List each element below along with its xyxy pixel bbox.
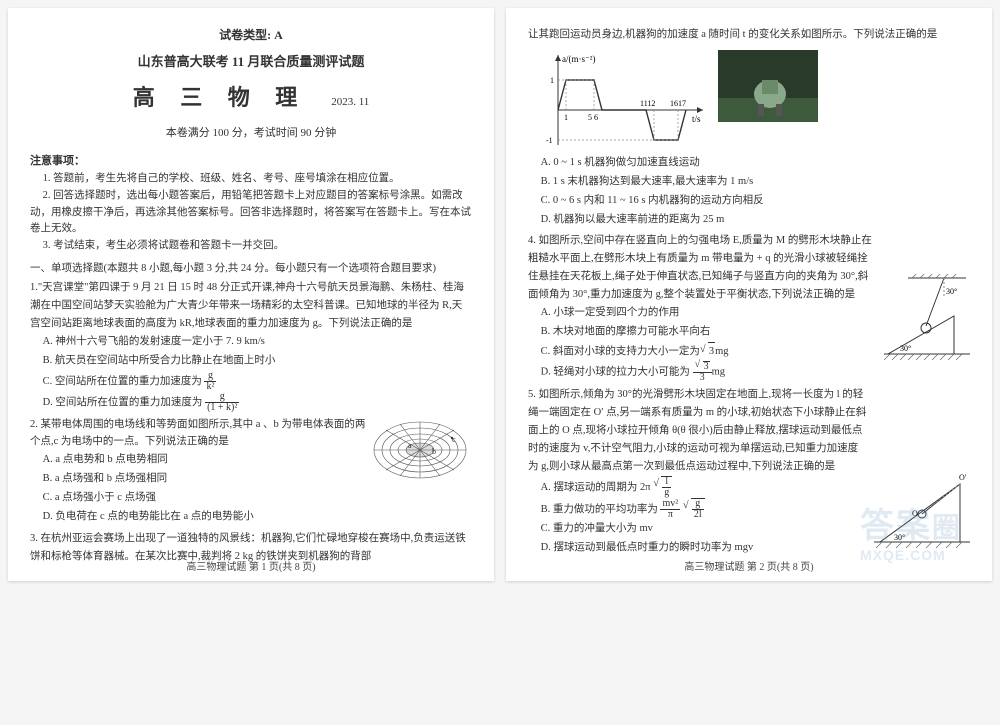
q2-D: D. 负电荷在 c 点的电势能比在 a 点的电势能小: [30, 508, 472, 527]
svg-text:b: b: [432, 447, 436, 456]
question-3-cont: 让其跑回运动员身边,机器狗的加速度 a 随时间 t 的变化关系如图所示。下列说法…: [528, 26, 970, 229]
q4-D: D. 轻绳对小球的拉力大小可能为 33mg: [528, 361, 970, 383]
q3-x1112: 1112: [640, 99, 655, 108]
page-1-footer: 高三物理试题 第 1 页(共 8 页): [8, 558, 494, 573]
svg-text:a: a: [408, 441, 412, 450]
question-2: a b c 2. 某带电体周围的电场线和等势面如图所示,其中 a 、b 为带电体…: [30, 416, 472, 527]
q4-D-pre: D. 轻绳对小球的拉力大小可能为: [541, 367, 690, 378]
notice-header: 注意事项：: [30, 152, 472, 168]
q3-ylabel: a/(m·s⁻²): [562, 54, 595, 64]
q5-angle: 30°: [894, 533, 905, 542]
q1-B: B. 航天员在空间站中所受合力比静止在地面上时小: [30, 352, 472, 371]
exam-title: 山东普高大联考 11 月联合质量测评试题: [30, 51, 472, 70]
q4-angle1: 30°: [946, 287, 957, 296]
q4-angle2: 30°: [900, 344, 911, 353]
page-2-footer: 高三物理试题 第 2 页(共 8 页): [506, 558, 992, 573]
page-container: 试卷类型: A 山东普高大联考 11 月联合质量测评试题 高 三 物 理 202…: [0, 0, 1000, 589]
notice-3: 3. 考试结束，考生必须将试题卷和答题卡一并交回。: [30, 238, 472, 254]
q4-D-suf: mg: [712, 367, 725, 378]
q3-x56: 5 6: [588, 113, 598, 122]
q3-x1617: 1617: [670, 99, 686, 108]
q4-D-den: 3: [693, 373, 712, 383]
q3-C: C. 0 ~ 6 s 内和 11 ~ 16 s 内机器狗的运动方向相反: [528, 192, 970, 211]
q5-figure: O′ O 30°: [874, 456, 970, 552]
q5-O: O: [912, 509, 918, 518]
q1-A: A. 神州十六号飞船的发射速度一定小于 7. 9 km/s: [30, 333, 472, 352]
question-5: O′ O 30° 5. 如图所示,倾角为 30°的光滑劈形木块固定在地面上,现将…: [528, 386, 970, 557]
subject: 高 三 物 理: [133, 80, 308, 112]
subject-row: 高 三 物 理 2023. 11: [30, 80, 472, 112]
q3-y1: 1: [550, 76, 554, 85]
notice-1: 1. 答题前，考生先将自己的学校、班级、姓名、考号、座号填涂在相应位置。: [30, 171, 472, 187]
question-4: 30° 30° 4. 如图所示,空间中存在竖直向上的匀强电场 E,质量为 M 的…: [528, 232, 970, 383]
section-1-header: 一、单项选择题(本题共 8 小题,每小题 3 分,共 24 分。每小题只有一个选…: [30, 260, 472, 275]
q5-A-den: g: [662, 488, 671, 498]
q4-figure: 30° 30°: [884, 274, 970, 364]
q5-B-pre: B. 重力做功的平均功率为: [541, 504, 658, 515]
page-1: 试卷类型: A 山东普高大联考 11 月联合质量测评试题 高 三 物 理 202…: [8, 8, 494, 581]
q3-B: B. 1 s 末机器狗达到最大速率,最大速率为 1 m/s: [528, 173, 970, 192]
q1-D: D. 空间站所在位置的重力加速度为 g(1 + k)²: [30, 392, 472, 413]
q1-stem: 1."天宫课堂"第四课于 9 月 21 日 15 时 48 分正式开课,神舟十六…: [30, 279, 472, 333]
q1-D-num: g: [205, 392, 239, 403]
question-1: 1."天宫课堂"第四课于 9 月 21 日 15 时 48 分正式开课,神舟十六…: [30, 279, 472, 412]
q1-D-den: (1 + k)²: [205, 403, 239, 413]
q1-D-pre: D. 空间站所在位置的重力加速度为: [43, 397, 203, 408]
q3-D: D. 机器狗以最大速率前进的距离为 25 m: [528, 211, 970, 230]
q2-C: C. a 点场强小于 c 点场强: [30, 489, 472, 508]
q1-C-pre: C. 空间站所在位置的重力加速度为: [43, 376, 202, 387]
q4-C-rad: 3: [708, 342, 715, 362]
q3-graph: a/(m·s⁻²) t/s 1 -1 1 5 6 1112: [538, 50, 708, 150]
q3-photo: [718, 50, 818, 122]
page-2: 让其跑回运动员身边,机器狗的加速度 a 随时间 t 的变化关系如图所示。下列说法…: [506, 8, 992, 581]
q5-B-den: π: [660, 510, 680, 520]
q3-yneg1: -1: [546, 136, 553, 145]
score-time: 本卷满分 100 分，考试时间 90 分钟: [30, 124, 472, 140]
exam-date: 2023. 11: [331, 96, 369, 108]
svg-text:c: c: [452, 435, 456, 444]
q3-A: A. 0 ~ 1 s 机器狗做匀加速直线运动: [528, 154, 970, 173]
q2-figure: a b c: [372, 418, 472, 482]
q4-C-suf: mg: [715, 346, 728, 357]
q1-C-num: g: [204, 371, 216, 382]
exam-type: 试卷类型: A: [30, 26, 472, 43]
q3b-stem: 让其跑回运动员身边,机器狗的加速度 a 随时间 t 的变化关系如图所示。下列说法…: [528, 26, 970, 44]
q3-x1: 1: [564, 113, 568, 122]
q4-C-pre: C. 斜面对小球的支持力大小一定为: [541, 346, 700, 357]
q1-C: C. 空间站所在位置的重力加速度为 gk²: [30, 371, 472, 392]
q4-D-numrad: 3: [703, 361, 710, 372]
q5-Oprime: O′: [959, 473, 967, 482]
q5-B-radden: 2l: [692, 510, 704, 520]
q5-A-pre: A. 摆球运动的周期为 2π: [541, 482, 651, 493]
notice-2: 2. 回答选择题时，选出每小题答案后，用铅笔把答题卡上对应题目的答案标号涂黑。如…: [30, 188, 472, 237]
q1-C-den: k²: [204, 382, 216, 392]
q3-xlabel: t/s: [692, 114, 701, 124]
